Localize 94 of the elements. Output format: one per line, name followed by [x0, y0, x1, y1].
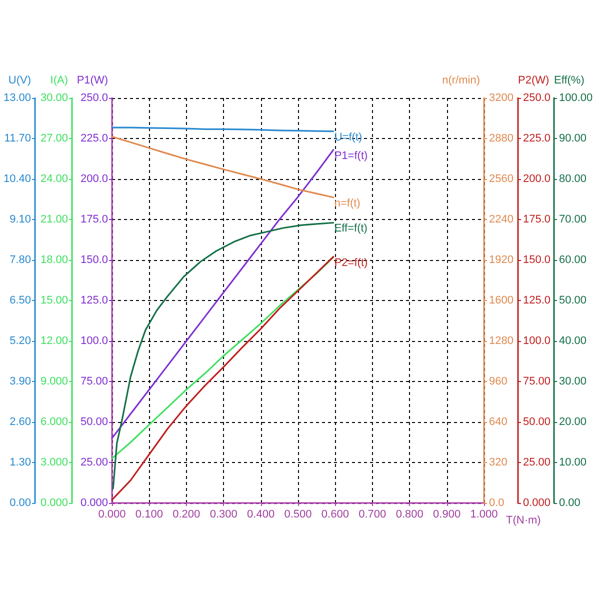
x-tick-label: 0.400 — [247, 508, 275, 520]
y-tick-label: 3200 — [489, 92, 514, 104]
y2-tick-label: 200.0 — [523, 173, 551, 185]
y3-tick-label: 100.00 — [559, 92, 593, 104]
y-axis-title: P1(W) — [76, 74, 108, 86]
y3-tick-label: 3.000 — [40, 456, 68, 468]
y3-tick-label: 18.00 — [40, 254, 68, 266]
y2-tick-label: 50.00 — [523, 416, 551, 428]
line-series — [111, 136, 334, 198]
y3-tick-label: 21.00 — [40, 214, 68, 226]
y-tick-label: 960 — [489, 376, 508, 388]
y-tick-label: 0.0 — [489, 497, 504, 509]
y-tick-label: 320 — [489, 456, 508, 468]
y2-axis-title: U(V) — [8, 74, 31, 86]
y2-tick-label: 5.20 — [10, 335, 31, 347]
y-tick-label: 50.00 — [80, 416, 108, 428]
y-tick-label: 1600 — [489, 294, 514, 306]
y2-tick-label: 75.00 — [523, 376, 551, 388]
y-tick-label: 1920 — [489, 254, 514, 266]
x-tick-label: 0.900 — [433, 508, 461, 520]
y-tick-label: 75.00 — [80, 376, 108, 388]
y2-tick-label: 2.60 — [10, 416, 31, 428]
line-series — [111, 149, 334, 439]
x-tick-label: 0.800 — [396, 508, 424, 520]
y-tick-label: 125.0 — [80, 294, 108, 306]
series-label: n=f(t) — [334, 197, 360, 210]
y2-axis-title: P2(W) — [518, 74, 550, 86]
y3-tick-label: 0.00 — [559, 497, 580, 509]
y3-axis-title: I(A) — [50, 74, 68, 86]
y-tick-label: 2240 — [489, 214, 514, 226]
y2-tick-label: 0.000 — [523, 497, 551, 509]
y2-tick-label: 10.40 — [3, 173, 31, 185]
y2-tick-label: 6.50 — [10, 294, 31, 306]
x-tick-label: 0.700 — [358, 508, 386, 520]
y2-tick-label: 150.0 — [523, 254, 551, 266]
y-tick-label: 2560 — [489, 173, 514, 185]
y3-tick-label: 24.00 — [40, 173, 68, 185]
line-series — [111, 256, 334, 460]
y-tick-label: 150.0 — [80, 254, 108, 266]
x-axis-title: T(N·m) — [506, 514, 541, 526]
y-tick-label: 225.0 — [80, 132, 108, 144]
y-tick-label: 250.0 — [80, 92, 108, 104]
y3-tick-label: 90.00 — [559, 132, 587, 144]
y-tick-label: 100.0 — [80, 335, 108, 347]
y3-tick-label: 60.00 — [559, 254, 587, 266]
y2-tick-label: 3.90 — [10, 376, 31, 388]
x-tick-label: 0.600 — [321, 508, 349, 520]
y3-tick-label: 30.00 — [40, 92, 68, 104]
y3-tick-label: 20.00 — [559, 416, 587, 428]
y2-tick-label: 125.0 — [523, 294, 551, 306]
y-tick-label: 2880 — [489, 132, 514, 144]
y2-tick-label: 100.0 — [523, 335, 551, 347]
x-tick-label: 0.500 — [284, 508, 312, 520]
y-tick-label: 175.0 — [80, 214, 108, 226]
x-tick-label: 0.300 — [210, 508, 238, 520]
y2-tick-label: 0.00 — [10, 497, 31, 509]
series-label: U=f(t) — [334, 131, 362, 144]
y2-tick-label: 11.70 — [4, 132, 31, 144]
y2-tick-label: 1.30 — [10, 456, 31, 468]
y3-tick-label: 12.00 — [40, 335, 68, 347]
series-label: P1=f(t) — [334, 150, 368, 162]
y3-tick-label: 70.00 — [559, 214, 587, 226]
y2-tick-label: 25.00 — [523, 456, 551, 468]
y-tick-label: 1280 — [489, 335, 514, 347]
y-tick-label: 0.000 — [80, 497, 108, 509]
y3-tick-label: 80.00 — [559, 173, 587, 185]
y2-tick-label: 250.0 — [523, 92, 551, 104]
y2-tick-label: 13.00 — [3, 92, 31, 104]
y3-tick-label: 0.000 — [40, 497, 68, 509]
y3-tick-label: 15.00 — [40, 294, 68, 306]
y3-tick-label: 6.000 — [40, 416, 68, 428]
y3-tick-label: 50.00 — [559, 294, 587, 306]
y3-tick-label: 40.00 — [559, 335, 587, 347]
x-tick-label: 0.200 — [172, 508, 200, 520]
x-tick-label: 0.100 — [135, 508, 163, 520]
y3-tick-label: 9.000 — [40, 376, 68, 388]
y3-tick-label: 30.00 — [559, 376, 587, 388]
y2-tick-label: 7.80 — [10, 254, 31, 266]
series-label: P2=f(t) — [334, 256, 368, 269]
y-tick-label: 200.0 — [80, 173, 108, 185]
line-series — [111, 256, 334, 501]
y3-tick-label: 10.00 — [559, 456, 587, 468]
x-tick-label: 0.000 — [98, 508, 126, 520]
y2-tick-label: 225.0 — [523, 132, 551, 144]
x-tick-label: 1.000 — [470, 508, 498, 520]
y3-tick-label: 27.00 — [40, 132, 68, 144]
line-series — [112, 222, 334, 490]
y2-tick-label: 175.0 — [523, 214, 551, 226]
y-tick-label: 640 — [489, 416, 508, 428]
y-tick-label: 25.00 — [80, 456, 108, 468]
y3-axis-title: Eff(%) — [554, 74, 584, 86]
y2-tick-label: 9.10 — [10, 214, 31, 226]
y-axis-title: n(r/min) — [442, 74, 480, 86]
series-label: Eff=f(t) — [334, 222, 368, 235]
